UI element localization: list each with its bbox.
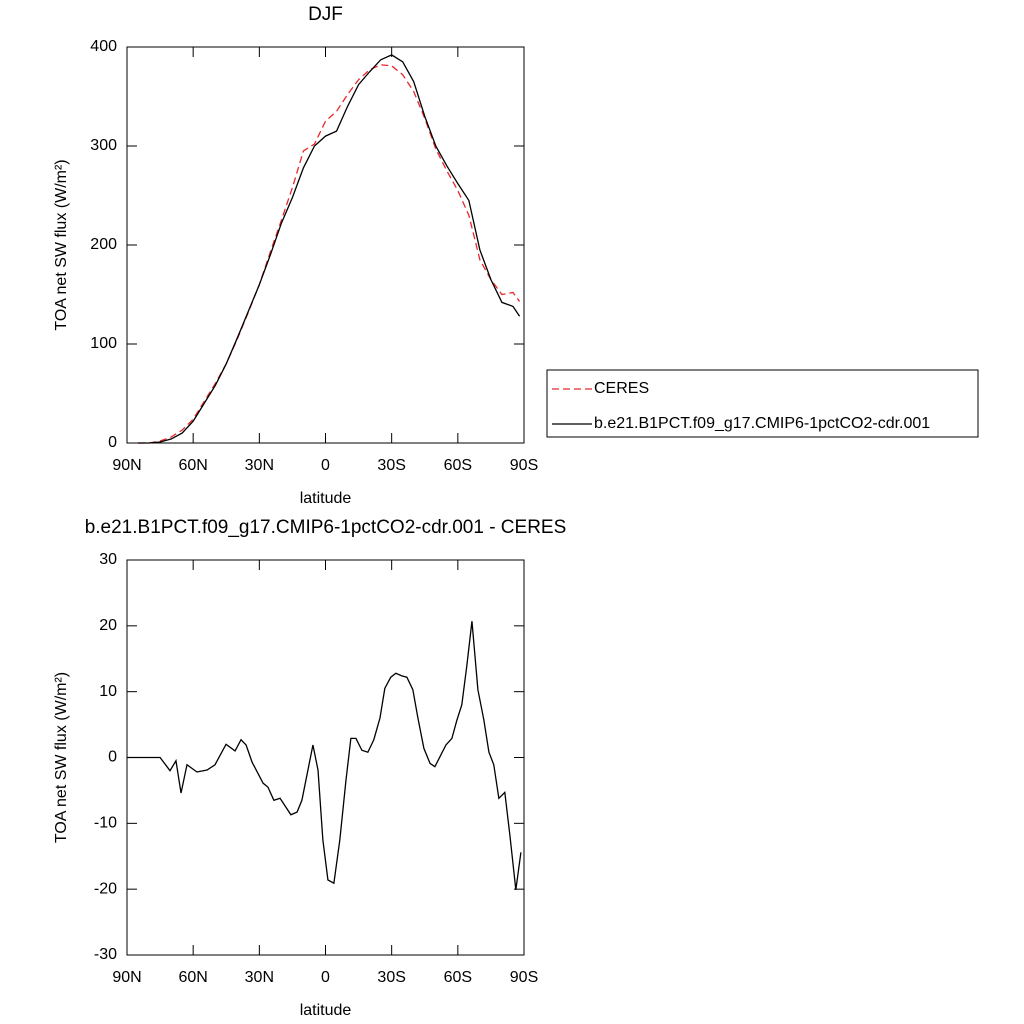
chart-title: DJF [308,4,343,25]
y-tick-label: 20 [99,617,117,634]
legend-label: CERES [594,380,649,397]
y-tick-label: -30 [94,946,117,963]
plot-frame [126,46,525,444]
data-line [138,54,521,444]
x-tick-label: 30N [245,457,274,474]
y-tick-label: -10 [94,815,117,832]
x-tick-label: 30N [245,969,274,986]
y-tick-label: 400 [90,38,117,55]
x-tick-label: 90S [510,969,538,986]
y-tick-label: 0 [108,749,117,766]
chart-title: b.e21.B1PCT.f09_g17.CMIP6-1pctCO2-cdr.00… [85,517,567,538]
x-tick-label: 30S [377,969,405,986]
y-tick-label: 300 [90,137,117,154]
data-line [127,621,522,890]
x-tick-label: 0 [321,969,330,986]
legend-box [546,369,979,438]
x-tick-label: 60S [444,969,472,986]
x-axis-label: latitude [300,490,352,507]
plot-frame [126,559,525,956]
y-tick-label: 30 [99,551,117,568]
y-tick-label: 100 [90,335,117,352]
y-tick-label: 10 [99,683,117,700]
x-tick-label: 60N [178,457,207,474]
y-tick-label: 0 [108,434,117,451]
x-tick-label: 60N [178,969,207,986]
x-tick-label: 90N [112,457,141,474]
legend-label: b.e21.B1PCT.f09_g17.CMIP6-1pctCO2-cdr.00… [594,415,930,432]
y-tick-label: -20 [94,880,117,897]
data-line [138,64,521,444]
x-tick-label: 60S [444,457,472,474]
x-tick-label: 90N [112,969,141,986]
x-tick-label: 0 [321,457,330,474]
x-axis-label: latitude [300,1002,352,1019]
y-axis-label: TOA net SW flux (W/m²) [53,159,70,330]
y-tick-label: 200 [90,236,117,253]
x-tick-label: 30S [377,457,405,474]
y-axis-label: TOA net SW flux (W/m²) [53,672,70,843]
x-tick-label: 90S [510,457,538,474]
